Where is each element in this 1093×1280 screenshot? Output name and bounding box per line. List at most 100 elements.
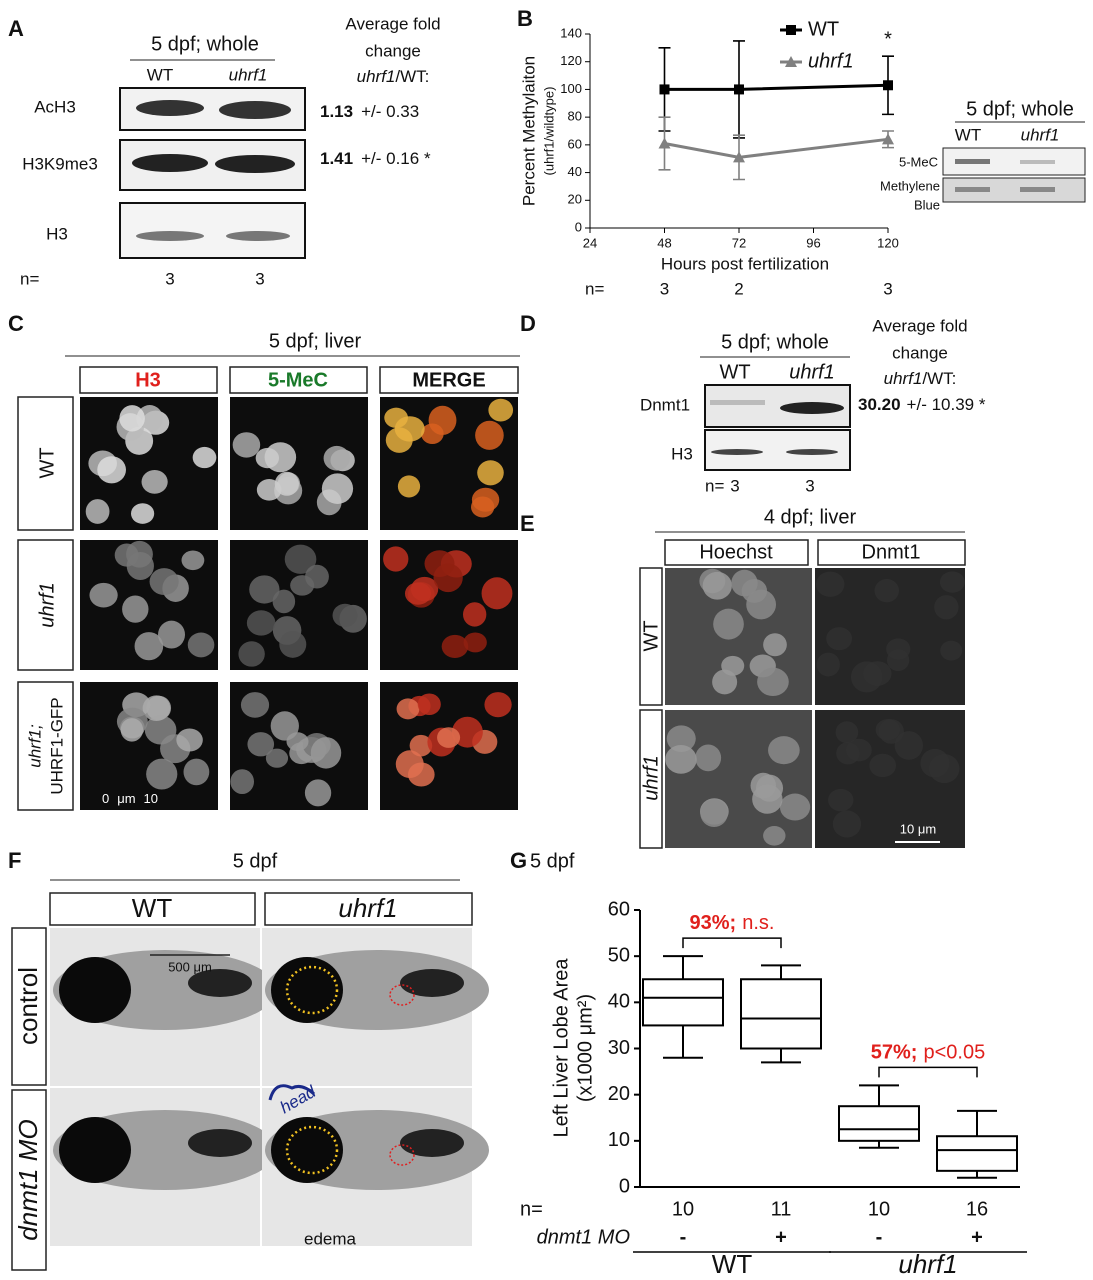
nucleus <box>939 571 965 593</box>
y-tick-label: 20 <box>608 1083 630 1105</box>
nucleus <box>665 745 697 774</box>
column-label: WT <box>132 893 173 923</box>
nucleus <box>779 793 811 821</box>
x-tick-label: 72 <box>732 235 746 250</box>
nucleus <box>768 736 800 765</box>
box <box>740 978 822 1050</box>
band <box>136 100 204 116</box>
nucleus <box>274 471 299 496</box>
band <box>710 400 765 405</box>
gut <box>188 1129 252 1157</box>
nucleus <box>230 769 255 795</box>
nucleus <box>666 725 696 752</box>
nucleus <box>700 799 728 828</box>
y-tick-label: 20 <box>568 192 582 207</box>
n-value: 16 <box>966 1198 988 1220</box>
nucleus <box>874 579 900 603</box>
n-value: 2 <box>734 279 743 298</box>
marker <box>734 84 744 95</box>
mo-label: dnmt1 MO <box>537 1226 630 1248</box>
y-tick-label: 40 <box>608 991 630 1013</box>
nucleus <box>741 578 768 603</box>
nucleus <box>437 727 461 748</box>
y-tick-label: 100 <box>560 81 582 96</box>
nucleus <box>484 692 512 718</box>
nucleus <box>407 762 435 787</box>
nucleus <box>310 737 342 769</box>
n-label: n= <box>585 279 604 298</box>
fold-heading: Average fold <box>345 14 440 33</box>
y-tick-label: 50 <box>608 944 630 966</box>
column-label: uhrf1 <box>789 361 835 383</box>
row-label: uhrf1 <box>36 582 58 628</box>
n-label: n= <box>520 1198 543 1220</box>
nucleus <box>397 475 421 498</box>
panel-title: 4 dpf; liver <box>764 506 857 528</box>
y-axis-label: Percent Methylaiton <box>519 56 538 206</box>
column-box <box>229 366 368 394</box>
head-bracket <box>268 1084 316 1101</box>
liver-outline <box>389 984 415 1006</box>
chart-title: 5 dpf <box>530 850 575 872</box>
n-value: 10 <box>868 1198 890 1220</box>
box <box>838 1105 920 1142</box>
row-label: Dnmt1 <box>640 395 690 414</box>
nucleus <box>383 546 409 572</box>
n-value: 3 <box>165 269 174 288</box>
whisker <box>957 1170 997 1179</box>
band <box>136 231 204 241</box>
gut <box>400 1129 464 1157</box>
n-value: 3 <box>660 279 669 298</box>
nucleus <box>752 784 783 814</box>
nucleus <box>488 398 514 422</box>
nucleus <box>284 544 317 574</box>
box <box>642 978 724 1027</box>
y-tick-label: 120 <box>560 53 582 68</box>
nucleus <box>120 718 144 742</box>
inset-title: 5 dpf; whole <box>966 98 1074 120</box>
nucleus <box>183 758 210 786</box>
nucleus <box>815 571 845 597</box>
fold-ratio-gene: uhrf1 <box>884 369 923 388</box>
column-box <box>264 892 473 926</box>
nucleus <box>396 698 420 720</box>
nucleus <box>238 641 265 667</box>
marker <box>785 56 797 67</box>
nucleus <box>321 473 354 504</box>
fold-heading: change <box>892 343 948 362</box>
nucleus <box>477 460 504 486</box>
gut <box>400 969 464 997</box>
nucleus <box>146 758 178 790</box>
nucleus <box>832 810 862 838</box>
scale-end: 10 <box>144 791 158 806</box>
nucleus <box>463 632 487 653</box>
y-tick-label: 10 <box>608 1129 630 1151</box>
marker <box>658 137 671 149</box>
n-value: 10 <box>672 1198 694 1220</box>
band <box>955 187 990 192</box>
fold-ratio-rest: /WT: <box>922 369 956 388</box>
nucleus <box>836 742 860 765</box>
marker <box>733 151 745 163</box>
comparison-bracket <box>682 937 782 949</box>
column-label: WT <box>147 65 173 84</box>
nucleus <box>826 627 853 651</box>
micrographs <box>665 568 965 848</box>
nucleus <box>249 575 280 604</box>
column-label: uhrf1 <box>338 893 397 923</box>
nucleus <box>816 652 840 677</box>
nucleus <box>417 693 441 716</box>
nucleus <box>828 788 854 812</box>
y-tick-label: 140 <box>560 25 582 40</box>
fold-value: 30.20 +/- 10.39 * <box>858 395 986 414</box>
nucleus <box>757 667 789 697</box>
fold-ratio-gene: uhrf1 <box>357 67 396 86</box>
nucleus <box>702 571 732 600</box>
nucleus <box>481 577 513 610</box>
row-label: WT <box>640 620 662 651</box>
comparison-result: p<0.05 <box>923 1042 985 1064</box>
x-tick-label: 96 <box>806 235 820 250</box>
column-box <box>379 366 519 394</box>
nucleus <box>894 731 924 760</box>
